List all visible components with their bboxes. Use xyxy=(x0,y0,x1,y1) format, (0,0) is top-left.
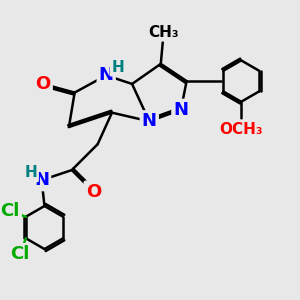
Text: Cl: Cl xyxy=(0,202,20,220)
Text: O: O xyxy=(35,75,51,93)
Text: N: N xyxy=(34,171,49,189)
Text: N: N xyxy=(173,101,188,119)
Text: OCH₃: OCH₃ xyxy=(219,122,263,136)
Text: N: N xyxy=(99,66,114,84)
Text: H: H xyxy=(24,166,37,181)
Text: N: N xyxy=(142,112,157,130)
Text: H: H xyxy=(111,60,124,75)
Text: CH₃: CH₃ xyxy=(148,25,179,40)
Text: Cl: Cl xyxy=(11,245,30,263)
Text: O: O xyxy=(86,183,101,201)
